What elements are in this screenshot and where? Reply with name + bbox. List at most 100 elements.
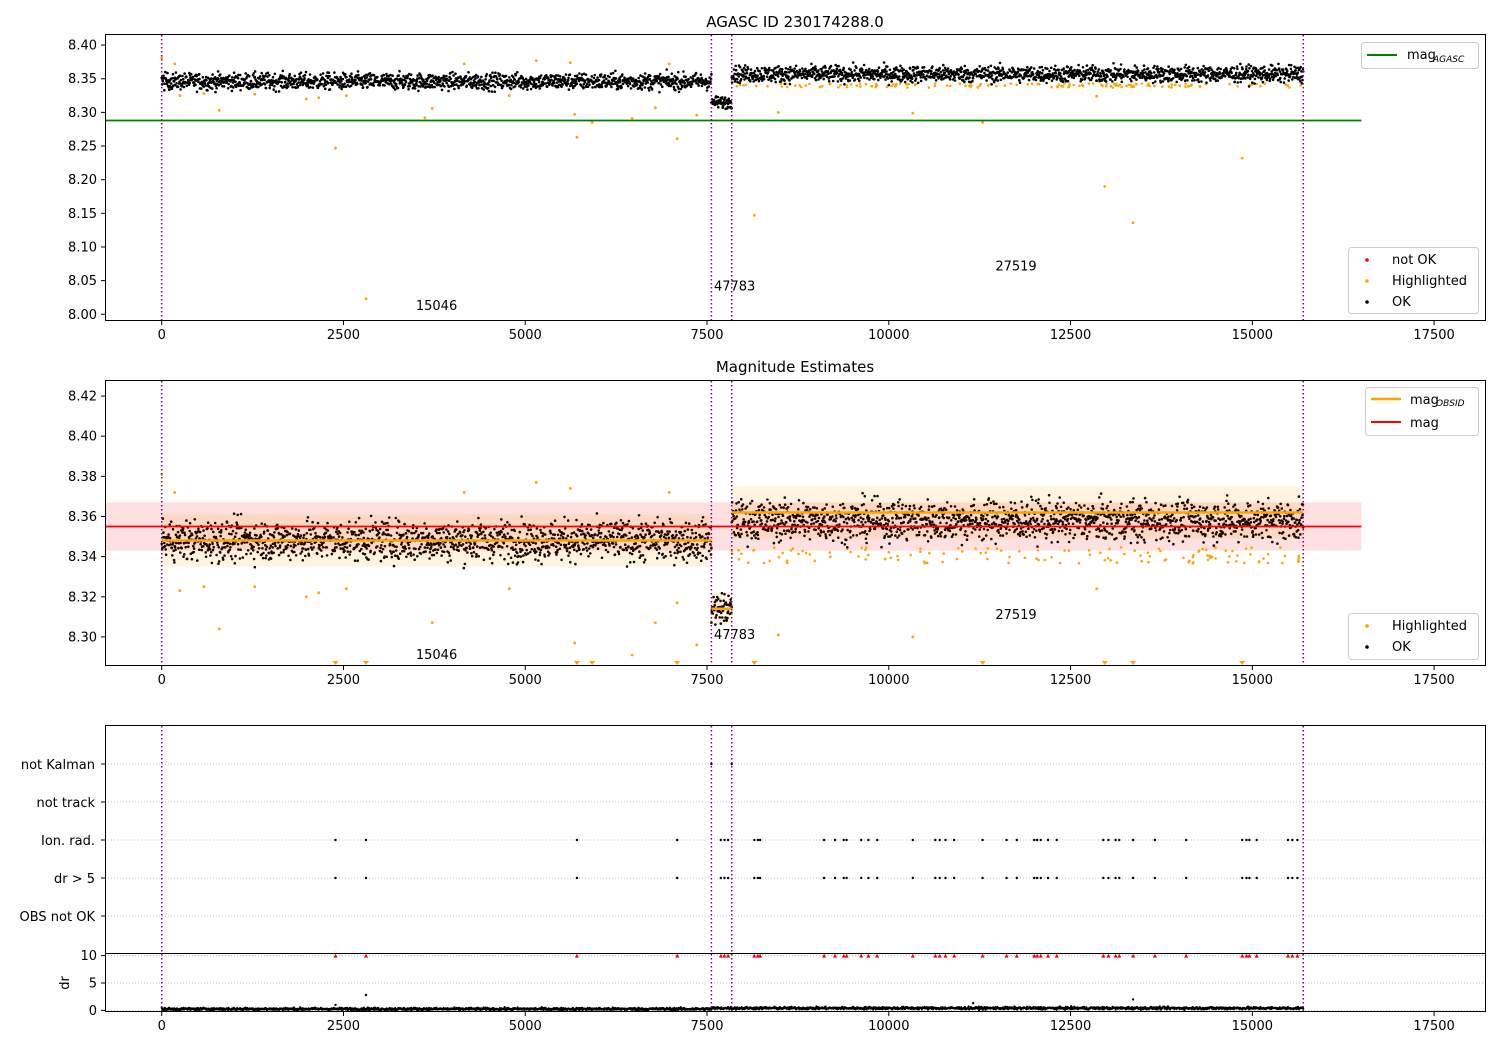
ok-point: [221, 558, 225, 561]
ok-point: [836, 80, 840, 83]
ok-point: [260, 535, 263, 539]
ok-point: [780, 77, 783, 81]
ok-point: [372, 84, 376, 87]
ok-point: [574, 79, 578, 83]
ok-point: [538, 551, 542, 554]
ok-point: [456, 545, 459, 549]
ok-point: [1046, 67, 1049, 70]
ok-point: [514, 73, 518, 77]
ok-point: [262, 551, 265, 555]
ok-point: [213, 521, 217, 525]
ok-point: [689, 536, 692, 539]
ok-point: [919, 79, 923, 83]
ok-point: [293, 550, 296, 554]
ok-point: [477, 516, 480, 520]
ok-point: [644, 533, 647, 536]
highlighted-point: [933, 82, 937, 85]
ok-point: [311, 520, 314, 524]
ok-point: [467, 71, 470, 74]
ok-point: [175, 82, 178, 85]
ok-point: [1103, 73, 1106, 77]
ok-point: [599, 531, 603, 535]
ok-point: [381, 77, 384, 80]
ok-point: [525, 548, 528, 552]
ok-point: [357, 516, 361, 520]
ok-point: [445, 74, 448, 78]
ok-point: [1216, 79, 1220, 82]
ok-point: [274, 79, 278, 82]
ok-point: [327, 71, 331, 74]
highlighted-point: [981, 121, 984, 124]
ok-point: [178, 534, 182, 537]
ok-point: [299, 534, 303, 537]
highlighted-point: [1288, 86, 1291, 89]
ok-point: [595, 512, 599, 515]
ok-point: [176, 85, 180, 88]
highlighted-point: [1127, 83, 1131, 86]
ok-point: [1263, 69, 1266, 72]
ok-point: [480, 75, 483, 79]
ok-point: [325, 74, 328, 78]
ok-point: [293, 74, 297, 78]
ok-point: [370, 541, 374, 545]
ok-point: [268, 74, 271, 77]
highlighted-point: [979, 551, 983, 555]
ok-point: [941, 69, 945, 72]
ok-point: [492, 84, 495, 87]
ok-point: [464, 549, 467, 552]
ok-point: [1278, 70, 1282, 73]
ok-point: [354, 521, 358, 524]
ok-point: [691, 543, 695, 546]
ok-point: [192, 550, 195, 554]
ok-point: [644, 522, 648, 525]
ok-point: [568, 73, 572, 76]
ok-point: [1190, 70, 1193, 74]
ok-point: [762, 74, 765, 78]
ok-point: [234, 554, 237, 558]
ok-point: [746, 67, 750, 71]
ok-point: [695, 556, 698, 559]
highlighted-point: [942, 552, 945, 555]
ok-point: [394, 549, 398, 552]
highlighted-point: [1192, 553, 1195, 557]
ok-point: [409, 551, 413, 554]
ok-point: [755, 66, 759, 70]
highlighted-point: [1184, 85, 1187, 88]
ok-point: [931, 65, 934, 68]
ok-point: [470, 86, 474, 89]
ok-point: [851, 61, 855, 64]
ok-point: [710, 72, 713, 76]
ok-point: [593, 81, 596, 85]
ok-point: [257, 77, 261, 80]
ok-point: [257, 543, 260, 546]
ok-point: [666, 532, 670, 536]
ok-point: [660, 531, 664, 534]
ok-point: [1133, 64, 1137, 67]
highlighted-point: [895, 82, 898, 86]
ok-point: [448, 532, 451, 536]
ok-point: [1080, 78, 1084, 81]
ok-point: [364, 79, 368, 83]
ok-point: [682, 533, 685, 537]
ok-point: [1019, 74, 1023, 77]
ok-point: [425, 79, 429, 83]
ok-point: [330, 536, 333, 540]
ok-point: [299, 71, 303, 74]
ok-point: [333, 549, 337, 553]
ok-point: [197, 80, 200, 84]
ok-point: [738, 65, 742, 69]
highlighted-point: [1257, 560, 1261, 564]
ok-point: [849, 68, 852, 71]
ok-point: [524, 77, 528, 81]
ok-point: [252, 85, 255, 89]
ok-point: [361, 83, 364, 86]
ok-point: [490, 548, 494, 552]
ok-point: [1282, 81, 1286, 84]
ok-point: [1192, 67, 1195, 70]
ok-point: [236, 76, 240, 80]
ok-point: [612, 79, 616, 83]
ok-point: [349, 84, 353, 88]
ok-point: [567, 88, 571, 91]
ok-point: [248, 534, 251, 538]
x-tick-label: 7500: [690, 328, 723, 343]
